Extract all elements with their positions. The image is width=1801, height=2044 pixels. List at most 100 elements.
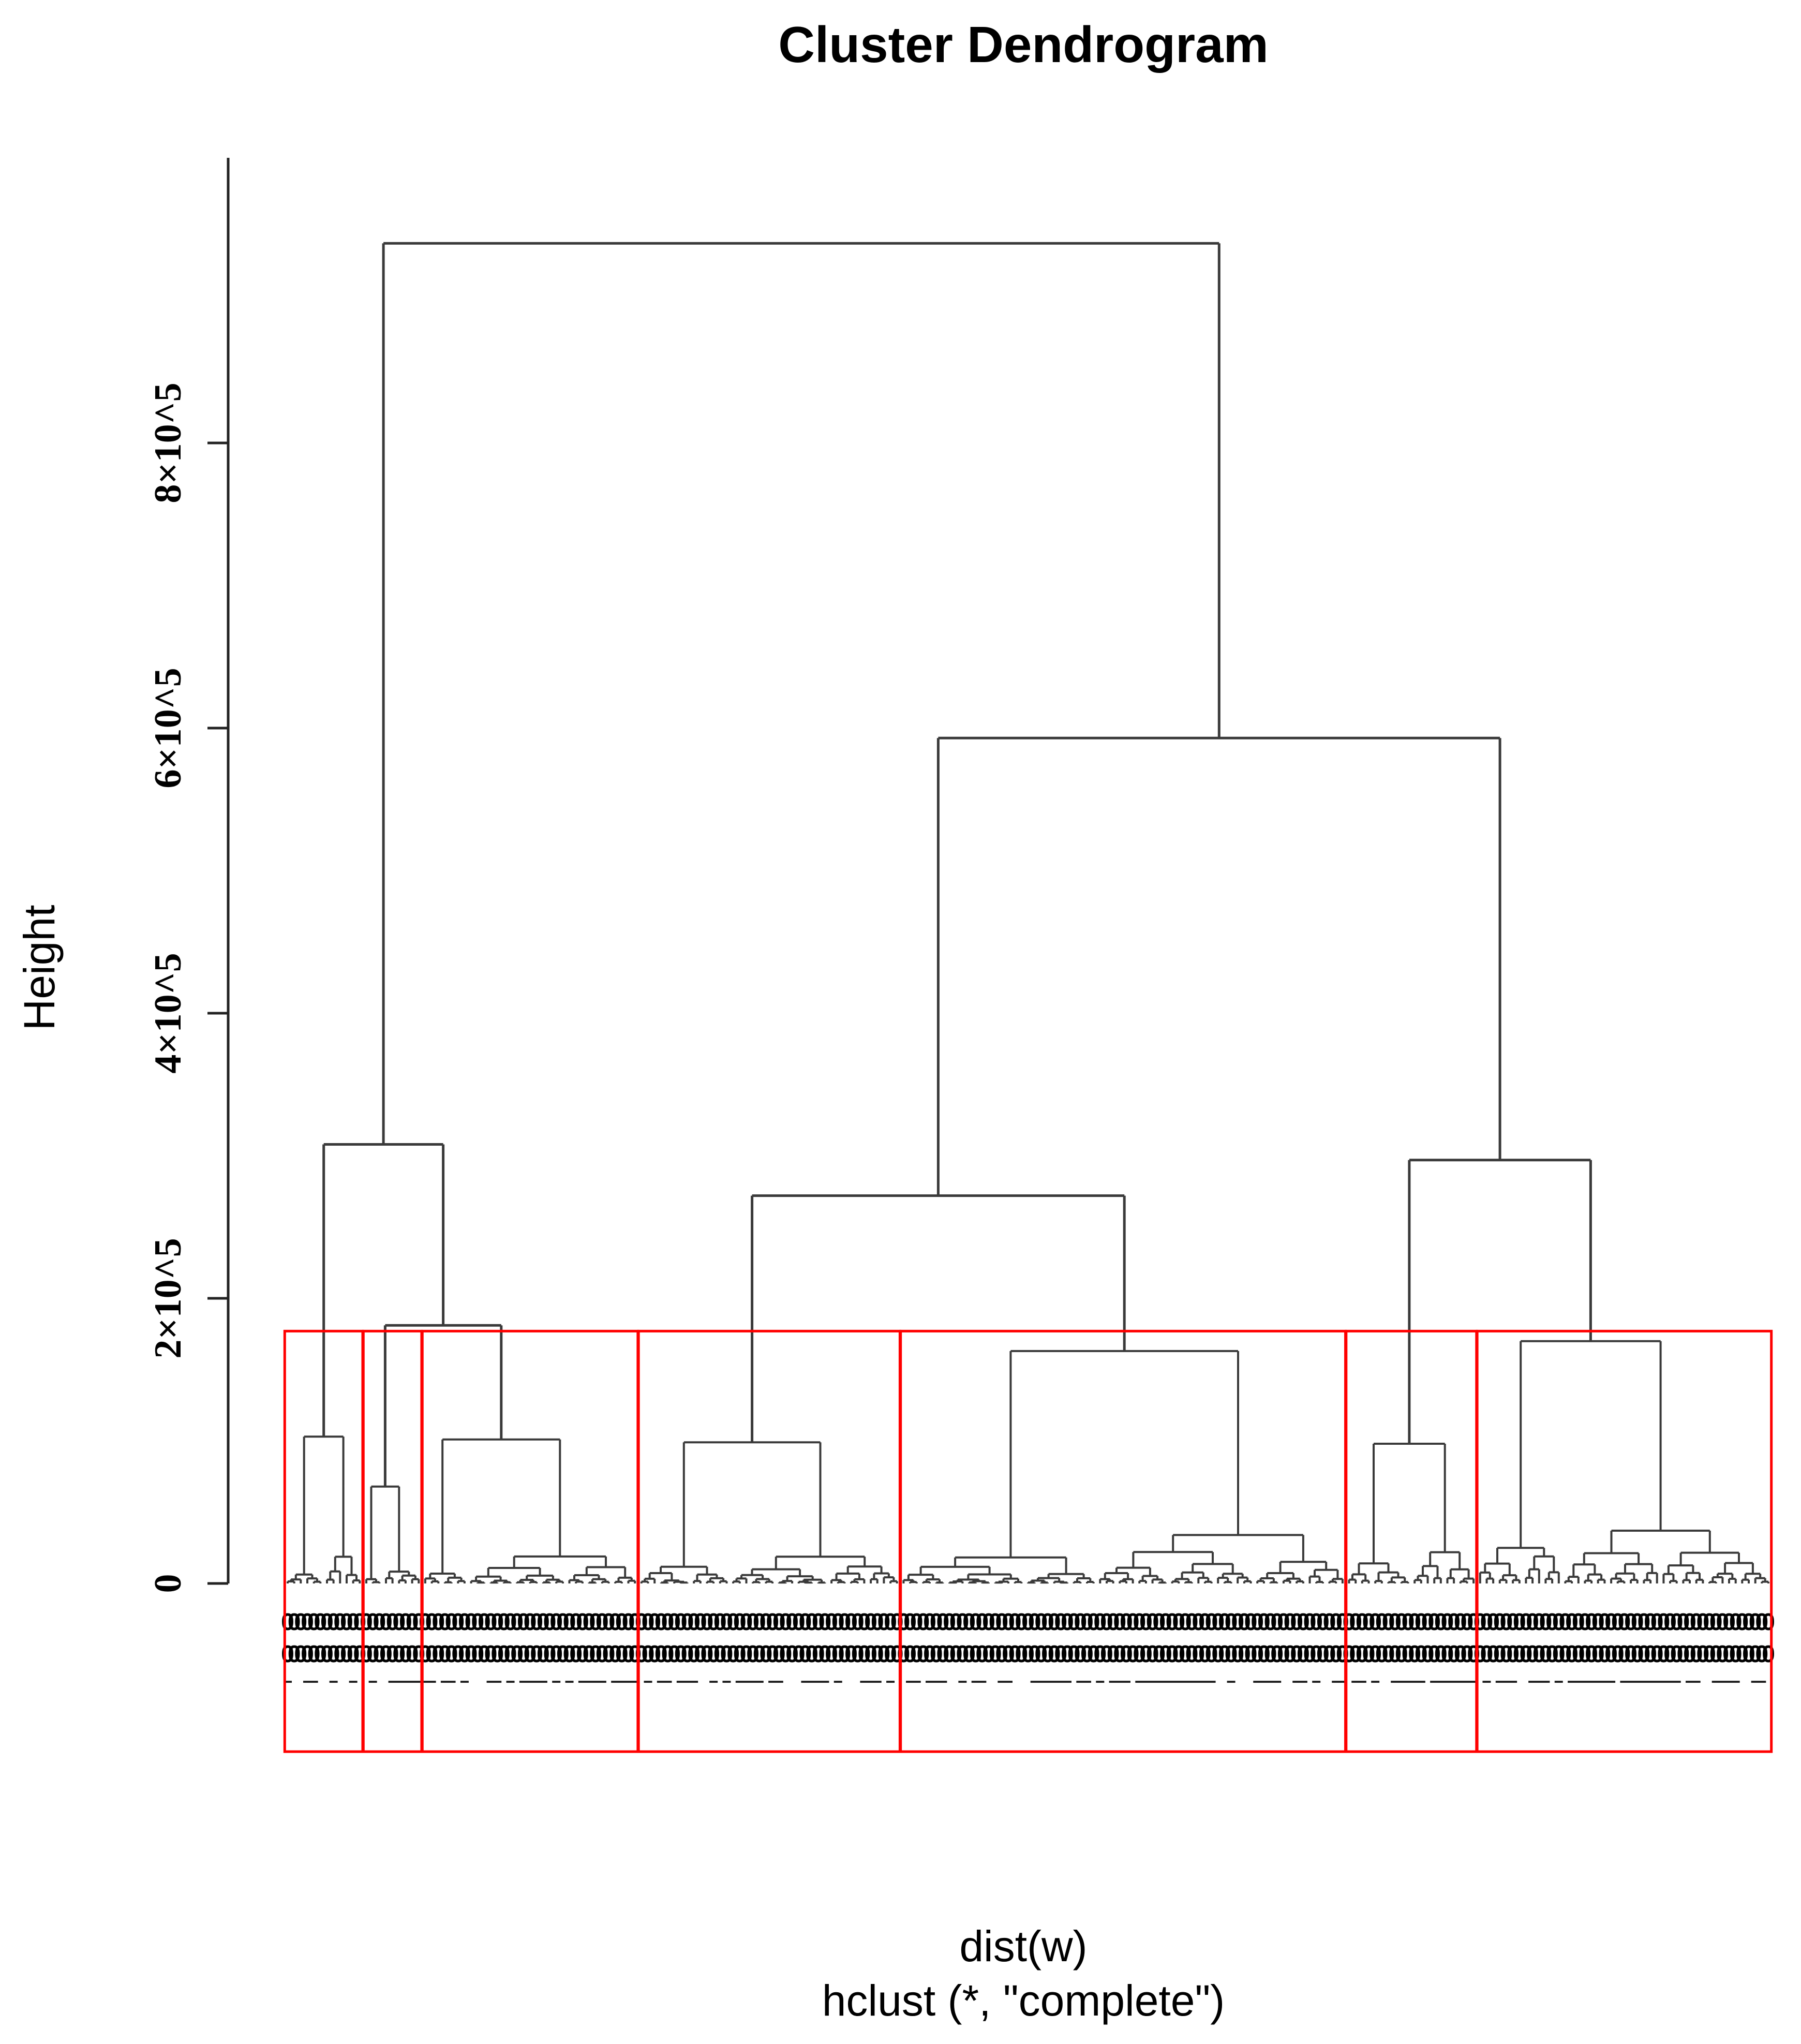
- leaf-label: 0: [1690, 1608, 1703, 1635]
- leaf-label: 0: [740, 1640, 753, 1667]
- cluster-subtrees: [287, 1340, 1769, 1584]
- leaf-label: 0: [1048, 1640, 1061, 1667]
- leaf-label: 0: [1604, 1640, 1618, 1667]
- leaf-label: 0: [1198, 1640, 1212, 1667]
- leaf-label: 0: [490, 1640, 504, 1667]
- leaf-label: 0: [1585, 1608, 1598, 1635]
- leaf-label: 0: [844, 1640, 858, 1667]
- leaf-label: 0: [1198, 1608, 1212, 1635]
- leaf-label: 0: [301, 1640, 314, 1667]
- leaf-label: 0: [694, 1640, 707, 1667]
- leaf-label: 0: [1408, 1640, 1421, 1667]
- leaf-label: 0: [989, 1640, 1002, 1667]
- leaf-label: 0: [1008, 1640, 1022, 1667]
- leaf-label: 0: [438, 1608, 452, 1635]
- leaf-label: 0: [1159, 1608, 1172, 1635]
- leaf-label: 0: [1493, 1640, 1507, 1667]
- leaf-label: 0: [1454, 1640, 1467, 1667]
- leaf-label: 0: [301, 1608, 314, 1635]
- leaf-label: 0: [1742, 1640, 1755, 1667]
- leaf-label: 0: [294, 1608, 308, 1635]
- leaf-label: 0: [1303, 1608, 1317, 1635]
- leaf-label: 0: [569, 1608, 583, 1635]
- leaf-label: 0: [962, 1640, 976, 1667]
- leaf-label: 0: [1362, 1640, 1376, 1667]
- leaf-label: 0: [1709, 1608, 1723, 1635]
- leaf-label: 0: [1126, 1608, 1140, 1635]
- leaf-label: 0: [1035, 1640, 1048, 1667]
- leaf-label: 0: [1598, 1640, 1612, 1667]
- leaf-label: 0: [615, 1608, 629, 1635]
- leaf-label: 0: [661, 1608, 675, 1635]
- leaf-label: 0: [1624, 1608, 1638, 1635]
- leaf-label: 0: [543, 1640, 557, 1667]
- leaf-label: 0: [1185, 1608, 1199, 1635]
- leaf-label: 0: [903, 1640, 917, 1667]
- leaf-label: 0: [995, 1640, 1009, 1667]
- leaf-label: 0: [1225, 1640, 1238, 1667]
- leaf-label: 0: [281, 1608, 294, 1635]
- leaf-label: 0: [504, 1640, 517, 1667]
- leaf-label: 0: [294, 1640, 308, 1667]
- leaf-label: 0: [596, 1608, 609, 1635]
- leaf-label: 0: [694, 1608, 707, 1635]
- leaf-label: 0: [1402, 1608, 1415, 1635]
- leaf-label: 0: [1205, 1640, 1218, 1667]
- leaf-label: 0: [1264, 1608, 1277, 1635]
- leaf-label: 0: [543, 1608, 557, 1635]
- leaf-label: 0: [720, 1640, 734, 1667]
- leaf-label: 0: [1480, 1640, 1494, 1667]
- leaf-label: 0: [1074, 1608, 1088, 1635]
- leaf-label: 0: [347, 1608, 360, 1635]
- leaf-label: 0: [1388, 1640, 1402, 1667]
- leaf-label: 0: [766, 1608, 779, 1635]
- leaf-label: 0: [1192, 1608, 1205, 1635]
- leaf-label: 0: [733, 1640, 747, 1667]
- leaf-label: 0: [1454, 1608, 1467, 1635]
- leaf-label: 0: [1644, 1640, 1657, 1667]
- leaf-label: 0: [648, 1608, 661, 1635]
- leaf-label: 0: [831, 1640, 845, 1667]
- leaf-label: 0: [1427, 1640, 1441, 1667]
- leaf-label: 0: [431, 1608, 445, 1635]
- leaf-label: 0: [1663, 1608, 1677, 1635]
- leaf-label: 0: [563, 1640, 576, 1667]
- leaf-label: 0: [1513, 1608, 1526, 1635]
- leaf-label: 0: [1461, 1640, 1474, 1667]
- leaf-label: 0: [792, 1640, 806, 1667]
- leaf-label: 0: [877, 1608, 891, 1635]
- leaf-label: 0: [1094, 1608, 1107, 1635]
- leaf-label: 0: [445, 1608, 458, 1635]
- leaf-label: 0: [851, 1608, 865, 1635]
- leaf-label: 0: [386, 1640, 399, 1667]
- leaf-label: 0: [1139, 1608, 1153, 1635]
- leaf-label: 0: [1461, 1608, 1474, 1635]
- leaf-label: 0: [602, 1608, 616, 1635]
- leaf-label: 0: [1755, 1608, 1769, 1635]
- leaf-label: 0: [1218, 1608, 1231, 1635]
- leaf-label: 0: [858, 1608, 871, 1635]
- leaf-label: 0: [1120, 1640, 1133, 1667]
- leaf-label: 0: [825, 1640, 838, 1667]
- leaf-label: 0: [1041, 1608, 1054, 1635]
- leaf-label: 0: [1539, 1608, 1553, 1635]
- leaf-label: 0: [1015, 1640, 1029, 1667]
- y-axis: 0 2×10^5 4×10^5 6×10^5 8×10^5: [147, 158, 230, 1593]
- leaf-label: 0: [1526, 1608, 1539, 1635]
- leaf-label: 0: [1559, 1608, 1572, 1635]
- cluster-rect: [1345, 1329, 1478, 1753]
- leaf-label: 0: [1500, 1640, 1513, 1667]
- leaf-label: 0: [982, 1640, 995, 1667]
- leaf-label: 0: [524, 1608, 537, 1635]
- leaf-label: 0: [366, 1640, 380, 1667]
- leaf-label: 0: [1683, 1608, 1696, 1635]
- leaf-label: 0: [438, 1640, 452, 1667]
- leaf-label: 0: [517, 1640, 530, 1667]
- leaf-label: 0: [1257, 1640, 1271, 1667]
- leaf-label: 0: [995, 1608, 1009, 1635]
- leaf-label: 0: [1709, 1640, 1723, 1667]
- leaf-label: 0: [910, 1640, 924, 1667]
- leaf-label: 0: [340, 1608, 353, 1635]
- leaf-label: 0: [1624, 1640, 1638, 1667]
- leaf-label: 0: [681, 1640, 694, 1667]
